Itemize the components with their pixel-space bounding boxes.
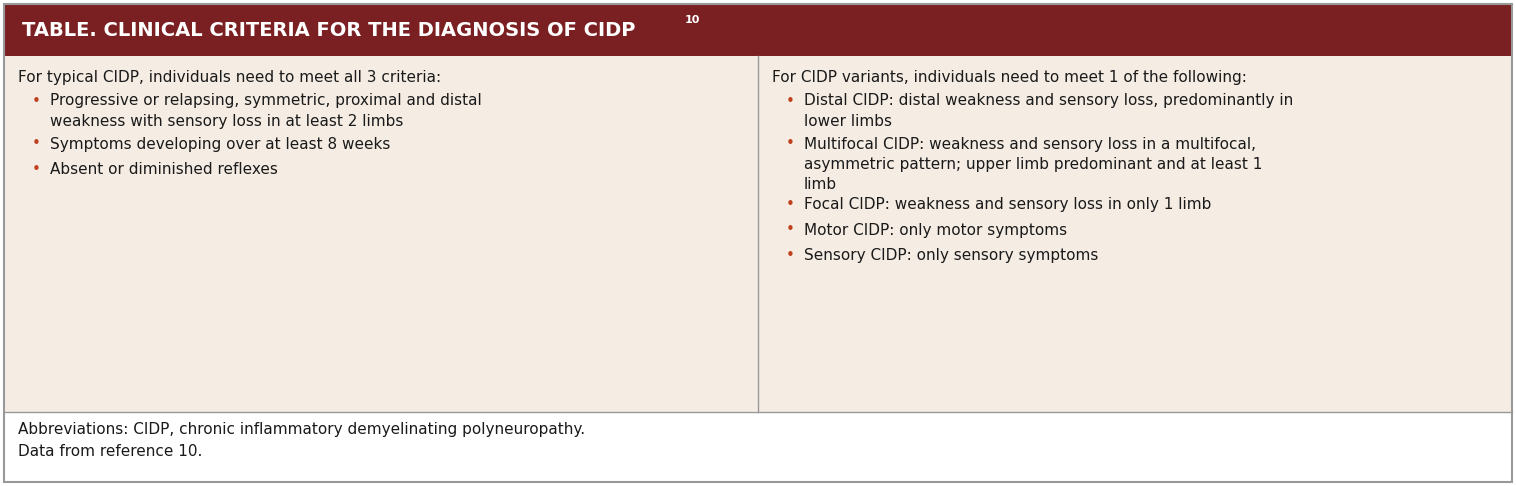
Text: •: • <box>32 162 41 177</box>
Bar <box>758 56 1511 412</box>
Text: TABLE. CLINICAL CRITERIA FOR THE DIAGNOSIS OF CIDP: TABLE. CLINICAL CRITERIA FOR THE DIAGNOS… <box>23 20 635 39</box>
Text: Distal CIDP: distal weakness and sensory loss, predominantly in
lower limbs: Distal CIDP: distal weakness and sensory… <box>803 93 1293 129</box>
Text: •: • <box>32 137 41 152</box>
Text: •: • <box>785 93 794 108</box>
Text: Progressive or relapsing, symmetric, proximal and distal
weakness with sensory l: Progressive or relapsing, symmetric, pro… <box>50 93 482 129</box>
Text: 10: 10 <box>685 15 700 25</box>
Bar <box>5 56 758 412</box>
Text: Motor CIDP: only motor symptoms: Motor CIDP: only motor symptoms <box>803 223 1067 238</box>
Text: Abbreviations: CIDP, chronic inflammatory demyelinating polyneuropathy.: Abbreviations: CIDP, chronic inflammator… <box>18 422 585 437</box>
Text: Focal CIDP: weakness and sensory loss in only 1 limb: Focal CIDP: weakness and sensory loss in… <box>803 197 1211 212</box>
Bar <box>5 412 1511 482</box>
Text: For CIDP variants, individuals need to meet 1 of the following:: For CIDP variants, individuals need to m… <box>772 70 1246 85</box>
Text: Sensory CIDP: only sensory symptoms: Sensory CIDP: only sensory symptoms <box>803 248 1099 263</box>
Text: Absent or diminished reflexes: Absent or diminished reflexes <box>50 162 277 177</box>
Text: •: • <box>785 137 794 152</box>
Text: •: • <box>785 197 794 212</box>
Bar <box>5 4 1511 56</box>
Text: Symptoms developing over at least 8 weeks: Symptoms developing over at least 8 week… <box>50 137 391 152</box>
Text: Data from reference 10.: Data from reference 10. <box>18 444 202 458</box>
Text: For typical CIDP, individuals need to meet all 3 criteria:: For typical CIDP, individuals need to me… <box>18 70 441 85</box>
Text: •: • <box>32 93 41 108</box>
Text: •: • <box>785 223 794 238</box>
Text: Multifocal CIDP: weakness and sensory loss in a multifocal,
asymmetric pattern; : Multifocal CIDP: weakness and sensory lo… <box>803 137 1263 192</box>
Text: •: • <box>785 248 794 263</box>
